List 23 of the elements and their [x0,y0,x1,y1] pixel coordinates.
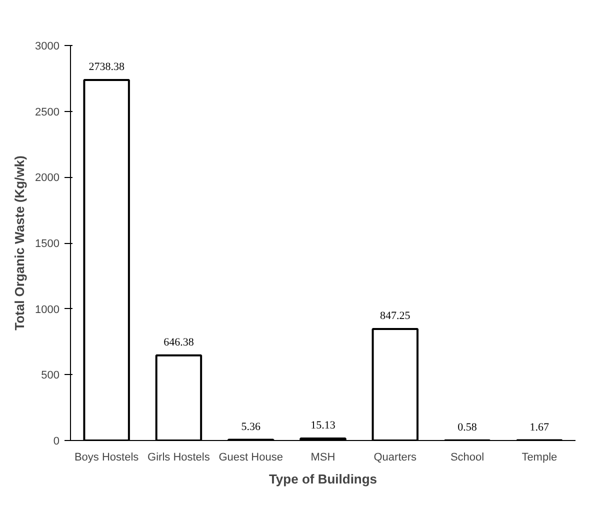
data-label: 2738.38 [88,60,125,73]
data-label: 646.38 [164,336,194,348]
x-tick-label: Boys Hostels [74,452,140,464]
y-tick-label: 2000 [35,172,60,184]
data-label: 15.13 [310,420,336,432]
y-axis-title: Total Organic Waste (Kg/wk) [12,156,28,330]
y-tick-label: 0 [53,436,60,448]
x-tick-label: Guest House [218,452,283,464]
data-label: 1.67 [530,421,550,434]
y-tick-label: 1500 [35,238,60,250]
y-tick-label: 1000 [35,304,60,316]
x-tick-label: Temple [522,452,558,464]
data-label: 0.58 [458,421,478,434]
data-label: 847.25 [380,310,411,322]
x-tick-label: MSH [310,452,336,464]
x-tick-label: Girls Hostels [148,452,210,464]
y-tick-label: 500 [41,370,60,382]
x-axis-title: Type of Buildings [268,472,378,486]
x-tick-label: School [450,452,484,464]
y-tick-label: 2500 [35,106,60,118]
y-tick-label: 3000 [35,40,60,52]
x-tick-label: Quarters [374,452,418,464]
data-label: 5.36 [241,420,261,433]
